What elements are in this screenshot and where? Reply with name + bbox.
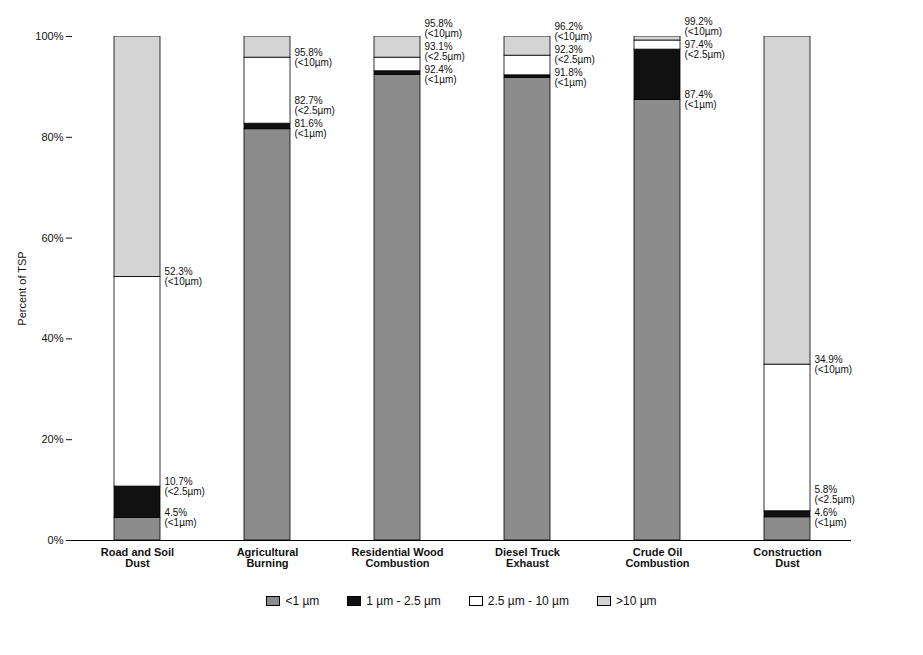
svg-text:Residential WoodCombustion: Residential WoodCombustion: [351, 546, 443, 569]
svg-text:40%: 40%: [41, 332, 63, 344]
svg-text:Crude OilCombustion: Crude OilCombustion: [625, 546, 689, 569]
svg-text:91.8%(<1µm): 91.8%(<1µm): [554, 67, 586, 88]
svg-text:60%: 60%: [41, 232, 63, 244]
svg-text:ConstructionDust: ConstructionDust: [753, 546, 822, 569]
svg-text:96.2%(<10µm): 96.2%(<10µm): [554, 21, 592, 42]
svg-text:82.7%(<2.5µm): 82.7%(<2.5µm): [294, 95, 335, 116]
svg-text:5.8%(<2.5µm): 5.8%(<2.5µm): [814, 484, 855, 505]
svg-text:95.8%(<10µm): 95.8%(<10µm): [424, 18, 462, 39]
svg-text:20%: 20%: [41, 433, 63, 445]
svg-text:0%: 0%: [48, 534, 64, 546]
html-text:2.5 µm - 10 µm: 2.5 µm - 10 µm: [487, 594, 569, 608]
svg-text:Percent of TSP: Percent of TSP: [16, 251, 28, 325]
svg-text:10.7%(<2.5µm): 10.7%(<2.5µm): [164, 476, 205, 497]
svg-text:87.4%(<1µm): 87.4%(<1µm): [684, 89, 716, 110]
svg-text:52.3%(<10µm): 52.3%(<10µm): [164, 266, 202, 287]
svg-text:92.3%(<2.5µm): 92.3%(<2.5µm): [554, 44, 595, 65]
svg-text:92.4%(<1µm): 92.4%(<1µm): [424, 64, 456, 85]
svg-text:4.5%(<1µm): 4.5%(<1µm): [164, 507, 196, 528]
svg-text:95.8%(<10µm): 95.8%(<10µm): [294, 47, 332, 68]
html-text:1 µm - 2.5 µm: 1 µm - 2.5 µm: [366, 594, 441, 608]
html-text:<1 µm: <1 µm: [285, 594, 320, 608]
svg-text:99.2%(<10µm): 99.2%(<10µm): [684, 16, 722, 37]
svg-text:81.6%(<1µm): 81.6%(<1µm): [294, 118, 326, 139]
svg-text:Road and SoilDust: Road and SoilDust: [101, 546, 174, 569]
svg-text:AgriculturalBurning: AgriculturalBurning: [237, 546, 299, 569]
svg-text:4.6%(<1µm): 4.6%(<1µm): [814, 507, 846, 528]
svg-text:Diesel TruckExhaust: Diesel TruckExhaust: [495, 546, 561, 569]
svg-text:93.1%(<2.5µm): 93.1%(<2.5µm): [424, 41, 465, 62]
svg-text:80%: 80%: [41, 131, 63, 143]
svg-text:100%: 100%: [35, 30, 63, 42]
svg-text:34.9%(<10µm): 34.9%(<10µm): [814, 354, 852, 375]
svg-text:97.4%(<2.5µm): 97.4%(<2.5µm): [684, 39, 725, 60]
html-text:>10 µm: >10 µm: [616, 594, 657, 608]
